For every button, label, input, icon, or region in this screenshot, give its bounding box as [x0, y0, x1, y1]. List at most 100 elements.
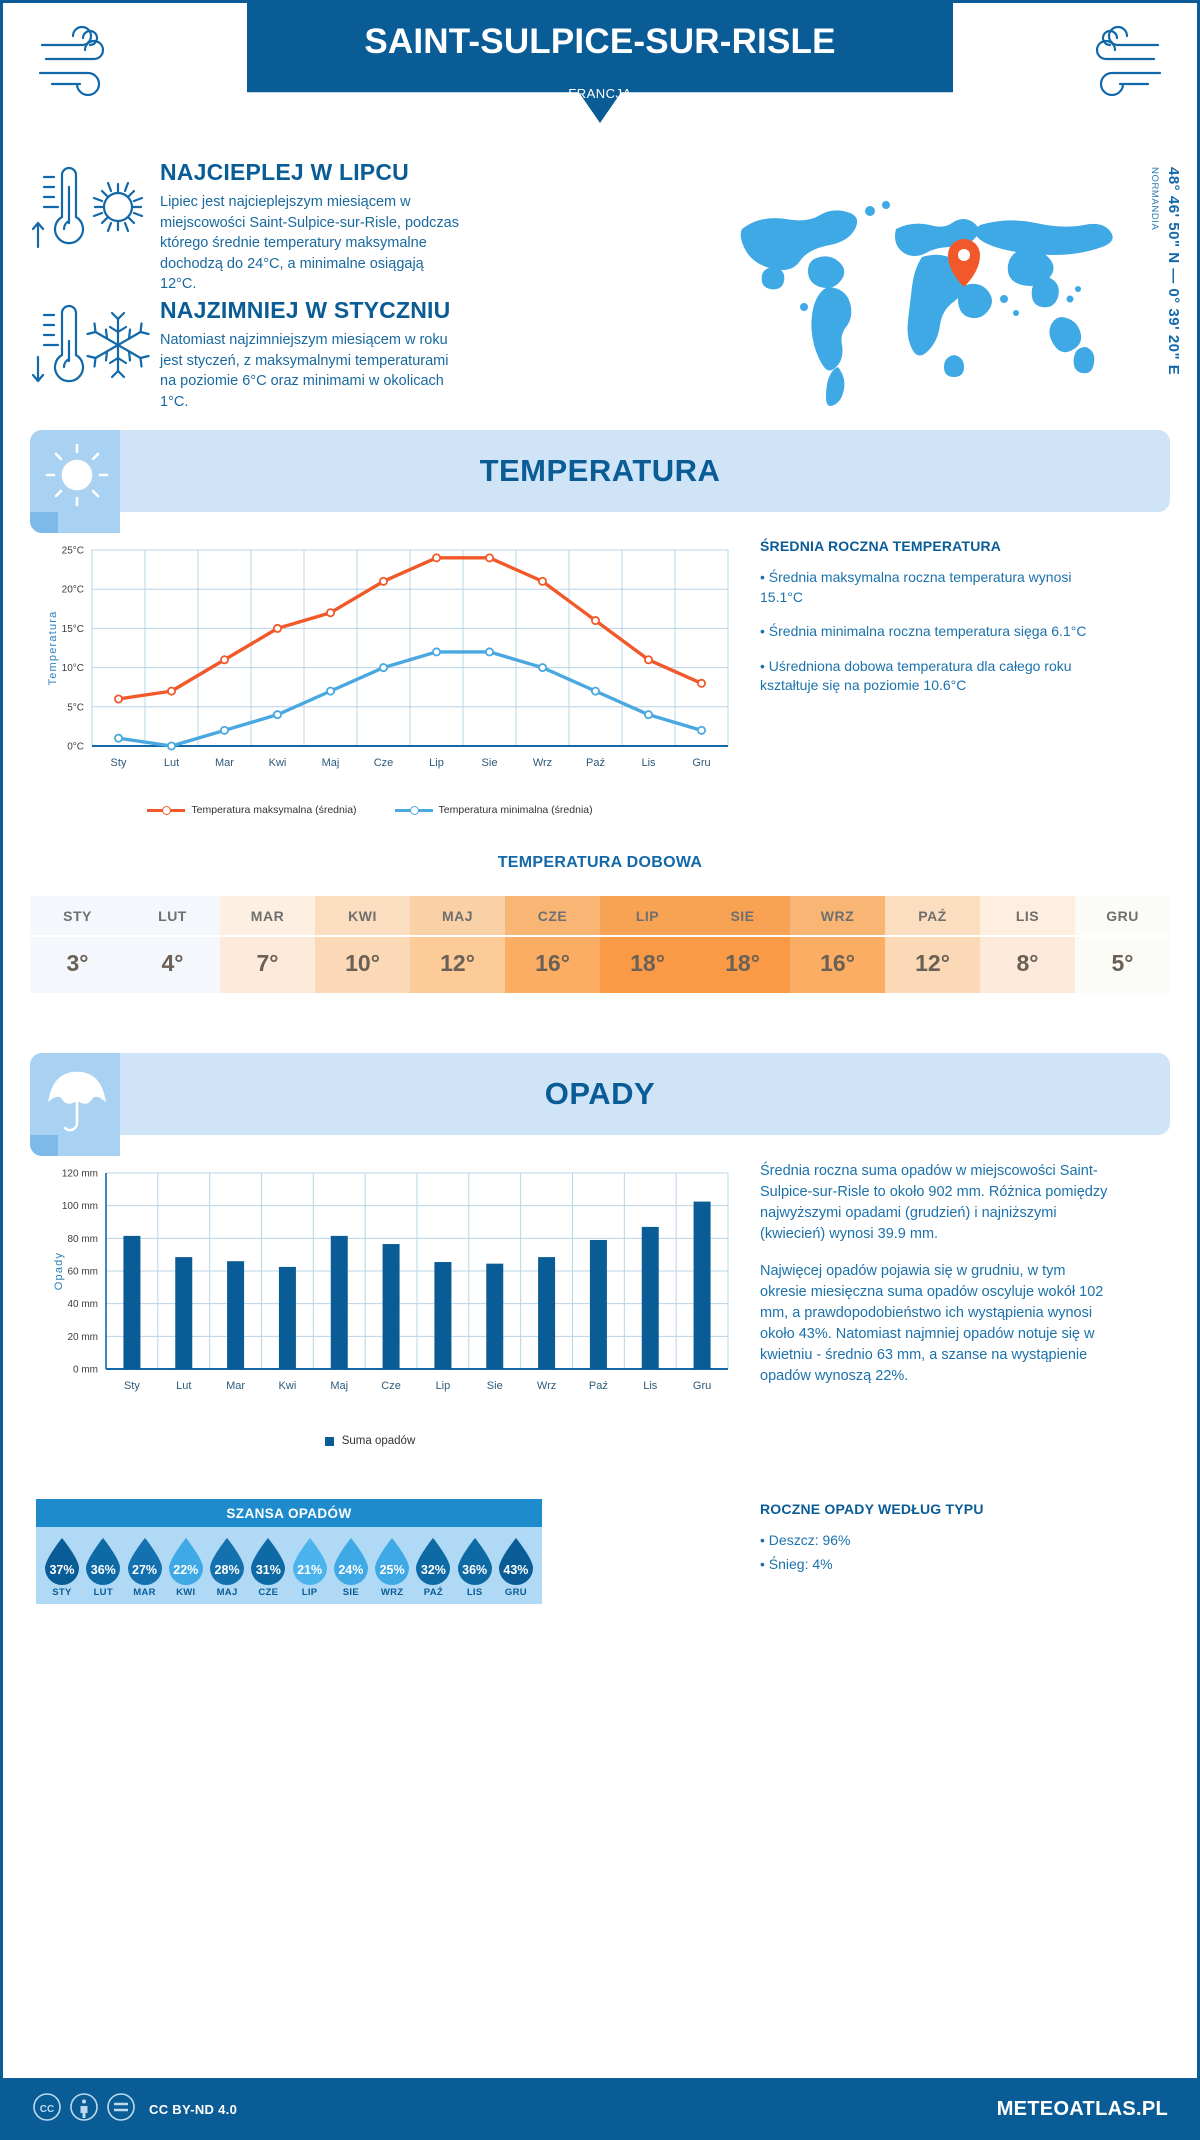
y-tick-label: 0°C [67, 742, 84, 753]
nd-icon [106, 2092, 136, 2127]
intro-section: NAJCIEPLEJ W LIPCU Lipiec jest najcieple… [0, 155, 1200, 430]
svg-text:CC: CC [40, 2104, 54, 2115]
y-tick-label: 80 mm [67, 1234, 98, 1245]
coordinates-label: 48° 46' 50" N — 0° 39' 20" E [1165, 167, 1182, 376]
x-tick-label: Cze [381, 1380, 401, 1392]
table-cell-value: 18° [600, 936, 695, 993]
sun-icon [44, 442, 110, 513]
water-drop-icon: 37% [43, 1537, 81, 1585]
warmest-text: NAJCIEPLEJ W LIPCU Lipiec jest najcieple… [160, 157, 460, 295]
table-cell-value: 10° [315, 936, 410, 993]
table-row-values: 3° 4° 7° 10° 12° 16° 18° 18° 16° 12° 8° 5° [30, 936, 1170, 993]
chance-value: 21% [297, 1563, 323, 1577]
chance-value: 43% [503, 1563, 529, 1577]
region-label: NORMANDIA [1149, 167, 1160, 231]
avg-annual-temp-heading: ŚREDNIA ROCZNA TEMPERATURA [760, 538, 1002, 554]
legend-label-precip: Suma opadów [341, 1435, 416, 1447]
chance-drop-item: 36% LIS [456, 1537, 494, 1598]
temperature-banner: TEMPERATURA [30, 430, 1170, 533]
y-tick-label: 15°C [62, 624, 84, 635]
chance-of-precipitation-panel: SZANSA OPADÓW 37% STY 36% LUT 27% MAR 22% KWI 28… [36, 1499, 542, 1604]
y-tick-label: 120 mm [62, 1169, 98, 1180]
precipitation-types: ROCZNE OPADY WEDŁUG TYPU • Deszcz: 96% •… [760, 1501, 1110, 1589]
water-drop-icon: 43% [497, 1537, 535, 1585]
world-map [718, 167, 1118, 417]
x-tick-label: Mar [226, 1380, 245, 1392]
table-cell-month: GRU [1075, 896, 1170, 937]
table-cell-month: STY [30, 896, 125, 937]
water-drop-icon: 25% [373, 1537, 411, 1585]
x-tick-label: Sty [111, 757, 127, 769]
water-drop-icon: 32% [414, 1537, 452, 1585]
license-group: CC CC BY-ND 4.0 [32, 2092, 237, 2127]
country-label: FRANCJA [568, 86, 632, 101]
x-tick-label: Lut [164, 757, 179, 769]
y-tick-label: 5°C [67, 702, 84, 713]
table-row-months: STY LUT MAR KWI MAJ CZE LIP SIE WRZ PAŹ LIS GRU [30, 896, 1170, 937]
water-drop-icon: 24% [332, 1537, 370, 1585]
legend-swatch-max [147, 805, 186, 815]
daily-temperature-table: STY LUT MAR KWI MAJ CZE LIP SIE WRZ PAŹ LIS GRU 3° 4… [30, 896, 1170, 993]
precip-type-rain: • Deszcz: 96% [760, 1532, 851, 1548]
page-header: SAINT-SULPICE-SUR-RISLE FRANCJA [0, 0, 1200, 155]
chance-value: 27% [132, 1563, 158, 1577]
x-tick-label: Sie [487, 1380, 503, 1392]
y-tick-label: 60 mm [67, 1267, 98, 1278]
x-tick-label: Lis [643, 1380, 658, 1392]
legend-label-min: Temperatura minimalna (średnia) [438, 804, 593, 816]
legend-label-max: Temperatura maksymalna (średnia) [191, 804, 357, 816]
temperature-chart-legend: Temperatura maksymalna (średnia) Tempera… [60, 804, 680, 816]
chance-value: 32% [420, 1563, 446, 1577]
page-footer: CC CC BY-ND 4.0 METEOATLAS.PL [0, 2078, 1200, 2140]
daily-temp-title: TEMPERATURA DOBOWA [497, 854, 703, 871]
warmest-month-block: NAJCIEPLEJ W LIPCU Lipiec jest najcieple… [30, 157, 500, 295]
table-cell-month: MAJ [410, 896, 505, 937]
precip-types-heading: ROCZNE OPADY WEDŁUG TYPU [760, 1501, 984, 1517]
table-cell-month: KWI [315, 896, 410, 937]
coldest-text: NAJZIMNIEJ W STYCZNIU Natomiast najzimni… [160, 295, 460, 412]
precipitation-chart-legend: Suma opadów [60, 1435, 680, 1447]
water-drop-icon: 36% [84, 1537, 122, 1585]
chance-value: 28% [214, 1563, 240, 1577]
table-cell-value: 12° [885, 936, 980, 993]
x-tick-label: Sie [482, 757, 498, 769]
precip-type-snow: • Śnieg: 4% [760, 1555, 833, 1572]
water-drop-icon: 31% [249, 1537, 287, 1585]
table-cell-month: LIS [980, 896, 1075, 937]
x-tick-label: Cze [374, 757, 394, 769]
chance-value: 36% [462, 1563, 488, 1577]
x-tick-label: Kwi [269, 757, 287, 769]
y-tick-label: 10°C [62, 663, 84, 674]
y-tick-label: 20 mm [67, 1332, 98, 1343]
coldest-body: Natomiast najzimniejszym miesiącem w rok… [160, 332, 449, 410]
chance-drop-item: 37% STY [43, 1537, 81, 1598]
chance-month-label: PAŹ [423, 1587, 443, 1598]
temperature-line-chart: 0°C 5°C 10°C 15°C 20°C 25°C Sty Lut Mar Kwi Maj Cze… [40, 534, 740, 799]
chance-drop-item: 28% MAJ [208, 1537, 246, 1598]
chance-drop-list: 37% STY 36% LUT 27% MAR 22% KWI 28% MAJ 31% CZE 21% L… [36, 1527, 542, 1604]
water-drop-icon: 28% [208, 1537, 246, 1585]
table-cell-value: 16° [790, 936, 885, 993]
chance-drop-item: 36% LUT [84, 1537, 122, 1598]
table-cell-month: CZE [505, 896, 600, 937]
y-tick-label: 20°C [62, 585, 84, 596]
map-marker [948, 239, 980, 287]
legend-item-max: Temperatura maksymalna (średnia) [147, 804, 357, 816]
x-tick-label: Wrz [537, 1380, 556, 1392]
legend-item-min: Temperatura minimalna (średnia) [394, 804, 593, 816]
table-cell-value: 5° [1075, 936, 1170, 993]
x-tick-label: Maj [330, 1380, 348, 1392]
avg-min-temp-bullet: • Średnia minimalna roczna temperatura s… [760, 623, 1087, 640]
y-tick-label: 40 mm [67, 1299, 98, 1310]
chance-drop-item: 25% WRZ [373, 1537, 411, 1598]
chance-drop-item: 32% PAŹ [414, 1537, 452, 1598]
chance-value: 25% [379, 1563, 405, 1577]
cc-icon: CC [32, 2092, 62, 2127]
chance-month-label: MAR [133, 1587, 156, 1598]
chance-drop-item: 24% SIE [332, 1537, 370, 1598]
chance-drop-item: 31% CZE [249, 1537, 287, 1598]
table-cell-value: 4° [125, 936, 220, 993]
chance-value: 24% [338, 1563, 364, 1577]
water-drop-icon: 27% [126, 1537, 164, 1585]
